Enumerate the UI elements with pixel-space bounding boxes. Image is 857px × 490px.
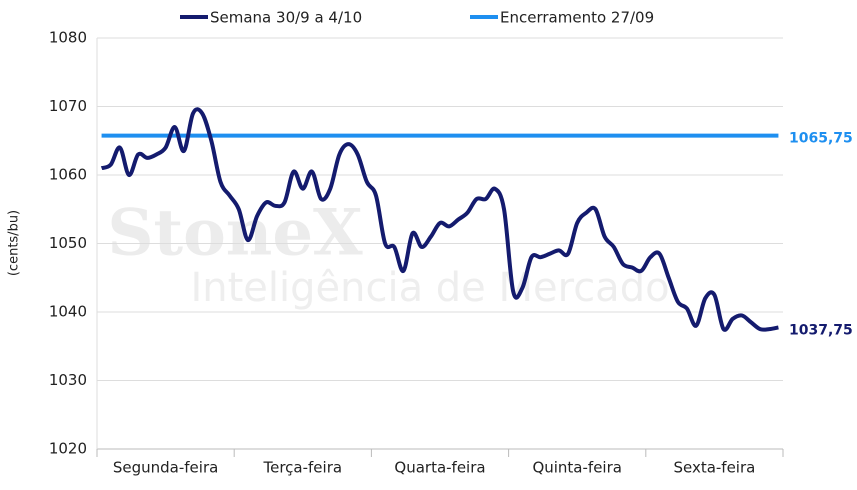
x-tick-label: Segunda-feira [113,459,218,477]
end-label: 1037,75 [789,322,853,338]
legend-label: Encerramento 27/09 [500,9,654,27]
y-tick-label: 1060 [49,166,87,184]
x-tick-label: Quarta-feira [394,459,485,477]
x-tick-label: Terça-feira [263,459,343,477]
legend-label: Semana 30/9 a 4/10 [210,9,362,27]
y-tick-label: 1030 [49,371,87,389]
y-tick-label: 1040 [49,303,87,321]
y-tick-label: 1020 [49,440,87,458]
y-tick-label: 1070 [49,97,87,115]
watermark: Inteligência de Mercado [190,265,669,311]
series-line [100,107,779,332]
x-tick-label: Sexta-feira [673,459,755,477]
y-axis-label: (cents/bu) [7,210,22,276]
y-tick-label: 1080 [49,29,87,47]
watermark: StoneX [107,196,363,271]
x-tick-label: Quinta-feira [532,459,622,477]
end-label: 1065,75 [789,131,853,147]
y-tick-label: 1050 [49,234,87,252]
